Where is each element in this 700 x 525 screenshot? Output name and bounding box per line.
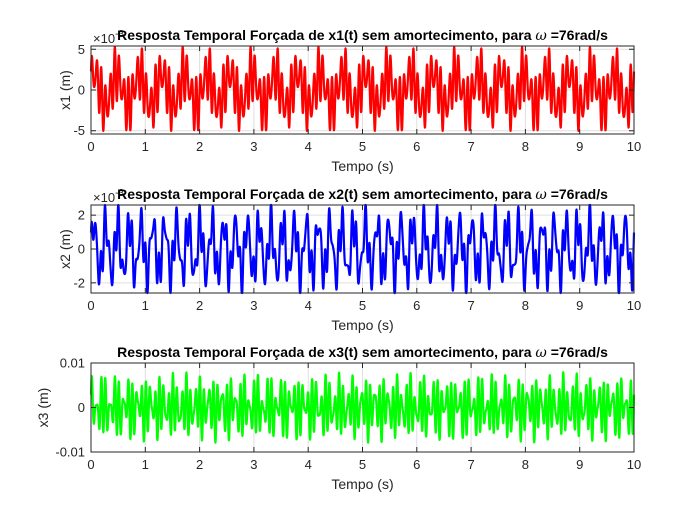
series-line [89,45,636,132]
y-axis-label: x2 (m) [57,229,73,269]
x-tick-label: 3 [250,457,257,472]
x-tick-label: 3 [250,298,257,313]
x-tick-label: 6 [413,298,420,313]
x-tick-label: 1 [142,139,149,154]
title-suffix: =76rad/s [547,27,608,43]
x-tick-label: 9 [576,298,583,313]
omega-symbol: ω [535,187,547,203]
y-tick-label: -0.01 [55,445,85,460]
x-tick-label: 7 [467,298,474,313]
series-line [89,203,636,295]
x-tick-label: 4 [305,298,312,313]
title-prefix: Resposta Temporal Forçada de x2(t) sem a… [117,186,535,202]
x-tick-label: 10 [627,139,641,154]
title-prefix: Resposta Temporal Forçada de x3(t) sem a… [117,344,535,360]
x-axis-label: Tempo (s) [331,317,393,333]
title-prefix: Resposta Temporal Forçada de x1(t) sem a… [117,27,535,43]
y-axis-label: x1 (m) [57,70,73,110]
x-tick-label: 5 [359,457,366,472]
y-tick-label: -5 [73,123,85,138]
x-tick-label: 7 [467,457,474,472]
omega-symbol: ω [535,28,547,44]
x-tick-label: 0 [87,139,94,154]
x-tick-label: 1 [142,298,149,313]
x-axis-label: Tempo (s) [331,158,393,174]
x-tick-label: 8 [522,457,529,472]
y-tick-label: 0 [78,400,85,415]
x-tick-label: 4 [305,139,312,154]
x-tick-label: 0 [87,457,94,472]
x-tick-label: 9 [576,457,583,472]
x-tick-label: 2 [196,298,203,313]
x-tick-label: 5 [359,139,366,154]
x-tick-label: 0 [87,298,94,313]
y-tick-label: -2 [73,275,85,290]
x-tick-label: 8 [522,298,529,313]
x-axis-label: Tempo (s) [331,476,393,492]
omega-symbol: ω [535,345,547,361]
x-tick-label: 6 [413,139,420,154]
x-tick-label: 4 [305,457,312,472]
x-tick-label: 2 [196,457,203,472]
x-tick-label: 2 [196,139,203,154]
x-tick-label: 1 [142,457,149,472]
chart-title: Resposta Temporal Forçada de x3(t) sem a… [117,344,608,361]
x-tick-label: 6 [413,457,420,472]
x-tick-label: 7 [467,139,474,154]
y-tick-label: 2 [78,208,85,223]
x-tick-label: 9 [576,139,583,154]
y-tick-label: 5 [78,42,85,57]
y-tick-label: 0.01 [60,356,85,371]
series-line [89,371,636,444]
chart-title: Resposta Temporal Forçada de x1(t) sem a… [117,27,608,44]
x-tick-label: 10 [627,298,641,313]
x-tick-label: 5 [359,298,366,313]
x-tick-label: 8 [522,139,529,154]
y-tick-label: 0 [78,83,85,98]
y-axis-label: x3 (m) [35,388,51,428]
chart-title: Resposta Temporal Forçada de x2(t) sem a… [117,186,608,203]
y-tick-label: 0 [78,242,85,257]
title-suffix: =76rad/s [547,186,608,202]
x-tick-label: 3 [250,139,257,154]
title-suffix: =76rad/s [547,344,608,360]
x-tick-label: 10 [627,457,641,472]
